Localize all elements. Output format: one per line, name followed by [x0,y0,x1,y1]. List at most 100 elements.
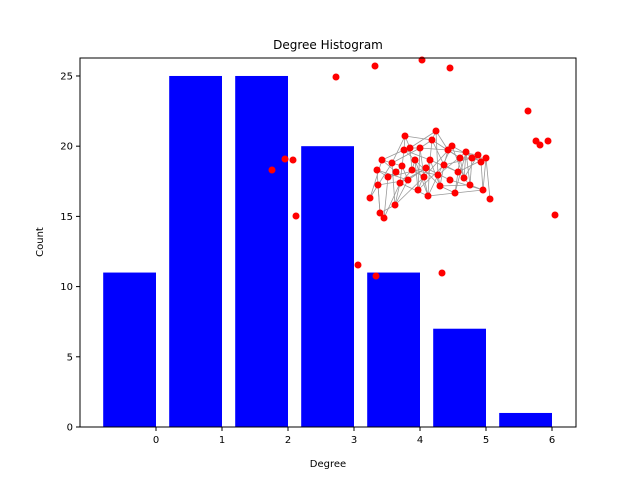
graph-node [396,179,404,187]
graph-edge [376,169,409,181]
graph-edge [469,157,473,186]
bar [103,272,156,427]
graph-node [404,176,412,184]
graph-node [400,146,408,154]
graph-edge [419,147,449,151]
graph-node [411,156,419,164]
graph-node [292,212,300,220]
x-tick-label: 2 [285,435,291,446]
graph-node [432,127,440,135]
graph-node [384,173,392,181]
graph-node [482,154,490,162]
graph-node [551,211,559,219]
graph-edge [465,151,471,186]
graph-edge [394,182,401,206]
graph-edge [381,149,405,161]
graph-edge [376,169,381,214]
graph-node [392,168,400,176]
graph-node [424,192,432,200]
graph-node [388,159,396,167]
graph-node [380,214,388,222]
y-tick-label: 10 [60,282,73,293]
graph-node [268,166,276,174]
graph-edge [394,176,425,206]
y-tick-label: 20 [60,142,73,153]
graph-node [371,62,379,70]
bar [235,75,288,428]
bar [367,272,420,427]
graph-node [374,181,382,189]
graph-node [434,171,442,179]
graph-edge [391,135,406,164]
graph-node [479,186,487,194]
graph-edge [404,135,433,141]
graph-edge [383,182,401,219]
graph-edge [482,157,487,191]
inset-graph [268,56,559,280]
graph-edge [435,130,449,151]
graph-node [524,107,532,115]
graph-node [477,158,485,166]
graph-edge [391,162,396,206]
graph-edge [409,130,437,149]
graph-edge [414,159,419,191]
graph-node [454,168,462,176]
graph-node [451,189,459,197]
graph-edge [439,164,445,187]
graph-node [438,269,446,277]
graph-node [332,73,340,81]
graph-node [378,156,386,164]
y-tick-label: 15 [60,212,73,223]
graph-node [401,132,409,140]
graph-node [406,144,414,152]
y-axis-label: Count [35,227,46,257]
graph-edge [427,192,456,197]
graph-edge [485,157,491,200]
graph-node [408,166,416,174]
graph-edge [394,179,409,206]
graph-node [486,195,494,203]
graph-node [468,154,476,162]
x-tick-label: 6 [549,435,555,446]
bar [301,146,354,427]
x-axis-label: Degree [310,459,346,470]
graph-edge [439,184,471,187]
graph-node [456,154,464,162]
graph-edge [419,147,425,178]
graph-edge [417,164,445,191]
graph-edge [451,145,465,179]
graph-edge [480,161,484,191]
x-tick-label: 0 [153,435,159,446]
graph-node [376,209,384,217]
graph-edge [454,171,459,194]
graph-node [420,173,428,181]
graph-edge [409,147,413,171]
graph-edge [431,139,445,166]
graph-node [398,162,406,170]
y-tick-label: 0 [67,423,73,434]
graph-node [422,164,430,172]
bar [169,75,222,428]
graph-edge [463,151,467,179]
graph-node [446,64,454,72]
graph-node [428,136,436,144]
graph-node [416,144,424,152]
bar [433,328,486,427]
graph-node [448,142,456,150]
bar [499,412,552,427]
graph-node [281,155,289,163]
graph-edge [403,149,431,161]
graph-edge [399,182,429,197]
x-tick-label: 4 [417,435,423,446]
graph-edge [417,147,421,191]
graph-node [440,161,448,169]
graph-node [436,182,444,190]
graph-edge [427,159,431,197]
x-tick-label: 5 [483,435,489,446]
graph-node [426,156,434,164]
graph-edge [435,130,439,176]
graph-node [372,272,380,280]
graph-edge [454,189,484,194]
chart-title: Degree Histogram [273,38,383,52]
